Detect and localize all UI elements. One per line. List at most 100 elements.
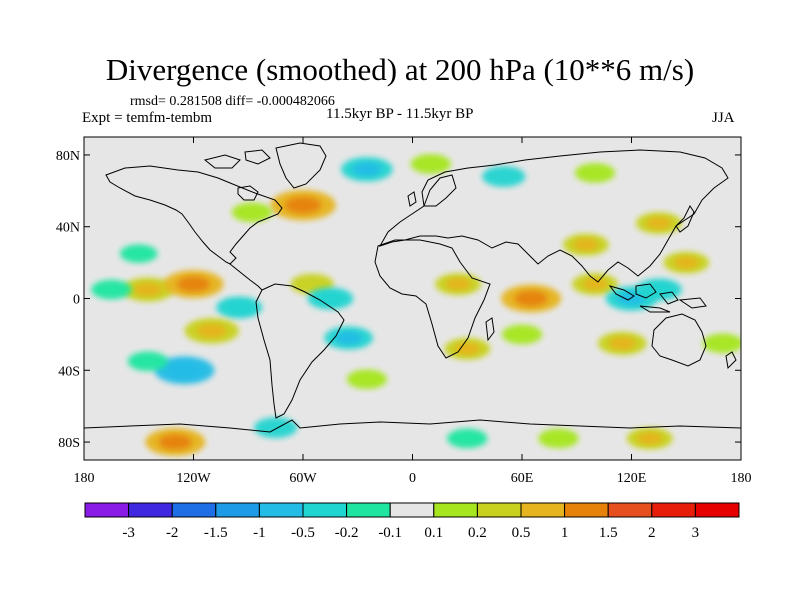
anomaly-outer: [538, 428, 579, 449]
colorbar-label: 1.5: [599, 525, 618, 541]
latitude-axis: 80N 40N 0 40S 80S: [56, 149, 741, 451]
colorbar-swatch: [346, 502, 391, 518]
longitude-axis: 180 120W 60W 0 60E 120E 180: [74, 137, 752, 486]
coast-greenland: [275, 142, 327, 189]
anomaly-outer: [410, 154, 451, 174]
anomaly-core: [352, 162, 382, 177]
anomaly-outer: [91, 279, 132, 300]
coast-arctic-islands: [203, 149, 271, 169]
y-tick-label: 80N: [56, 149, 80, 164]
colorbar-label: 2: [648, 525, 656, 541]
coast-madagascar: [485, 317, 495, 342]
colorbar-label: 0.2: [468, 525, 487, 541]
colorbar-swatch: [651, 502, 696, 518]
anomaly-core: [637, 432, 663, 445]
coast-eurasia: [378, 149, 729, 283]
anomaly-outer: [447, 428, 488, 449]
coast-new-zealand: [725, 351, 737, 370]
anomaly-core: [158, 434, 192, 450]
coast-indonesia: [608, 283, 707, 313]
coast-japan: [675, 205, 695, 233]
coast-scandinavia: [423, 174, 457, 207]
anomaly-core: [335, 331, 363, 345]
period-label: 11.5kyr BP - 11.5kyr BP: [326, 106, 474, 122]
x-tick-label: 0: [409, 471, 416, 486]
x-tick-label: 120W: [176, 471, 211, 486]
anomaly-outer: [501, 324, 543, 345]
x-tick-label: 60E: [511, 471, 534, 486]
coast-antarctica: [84, 419, 741, 433]
colorbar-label: -1.5: [204, 525, 228, 541]
season-label: JJA: [712, 110, 735, 126]
anomaly-core: [284, 196, 322, 214]
colorbar-swatch: [694, 502, 740, 518]
colorbar-label: 0.5: [512, 525, 531, 541]
coastlines: [84, 142, 741, 433]
colorbar-label: -2: [166, 525, 179, 541]
anomaly-core: [454, 342, 480, 355]
x-tick-label: 120E: [617, 471, 647, 486]
anomaly-outer: [574, 163, 616, 183]
anomaly-core: [582, 278, 608, 291]
divergence-field: [91, 154, 741, 457]
anomaly-core: [573, 238, 599, 251]
coast-hudson-bay: [237, 185, 259, 201]
anomaly-outer: [702, 333, 741, 354]
anomaly-outer: [119, 244, 158, 263]
colorbar-label: 3: [692, 525, 700, 541]
colorbar-label: -1: [253, 525, 266, 541]
colorbar-label: 0.1: [424, 525, 443, 541]
colorbar-swatch: [84, 502, 130, 518]
colorbar-swatch: [171, 502, 217, 518]
colorbar-swatch: [564, 502, 609, 518]
colorbar-swatch: [302, 502, 348, 518]
x-tick-label: 60W: [289, 471, 317, 486]
colorbar-swatch: [607, 502, 653, 518]
stats-label: rmsd= 0.281508 diff= -0.000482066: [130, 94, 335, 109]
anomaly-outer: [231, 202, 273, 223]
experiment-label: Expt = temfm-tembm: [82, 110, 213, 126]
anomaly-core: [646, 217, 672, 230]
x-tick-label: 180: [731, 471, 752, 486]
colorbar: -3 -2 -1.5 -1 -0.5 -0.2 -0.1 0.1 0.2 0.5 1 1.5 2 3: [84, 502, 740, 541]
anomaly-core: [133, 282, 163, 297]
anomaly-core: [167, 362, 201, 378]
anomaly-core: [646, 283, 672, 296]
colorbar-swatch: [476, 502, 522, 518]
colorbar-label: -0.2: [335, 525, 359, 541]
anomaly-core: [514, 290, 548, 307]
anomaly-core: [445, 278, 471, 291]
colorbar-swatch: [520, 502, 566, 518]
colorbar-swatch: [215, 502, 260, 518]
anomaly-outer: [127, 351, 169, 372]
colorbar-label: 1: [561, 525, 569, 541]
colorbar-swatch: [128, 502, 173, 518]
colorbar-swatch: [389, 502, 435, 518]
colorbar-swatch: [433, 502, 478, 518]
colorbar-label: -3: [122, 525, 135, 541]
plot-title: Divergence (smoothed) at 200 hPa (10**6 …: [105, 52, 695, 87]
y-tick-label: 80S: [58, 436, 80, 451]
anomaly-core: [317, 292, 344, 305]
y-tick-label: 0: [73, 293, 80, 308]
coast-australia: [651, 313, 707, 367]
coast-africa: [374, 239, 491, 359]
colorbar-label: -0.1: [378, 525, 402, 541]
colorbar-label: -0.5: [291, 525, 315, 541]
coast-central-america: [229, 263, 263, 291]
coast-british-isles: [407, 191, 417, 207]
coast-north-america: [105, 165, 283, 265]
y-tick-label: 40N: [56, 221, 80, 236]
colorbar-swatch: [258, 502, 304, 518]
x-tick-label: 180: [74, 471, 95, 486]
anomaly-core: [226, 301, 252, 314]
anomaly-core: [196, 323, 227, 338]
anomaly-outer: [482, 166, 526, 187]
anomaly-core: [177, 276, 210, 292]
y-tick-label: 40S: [58, 364, 80, 379]
anomaly-core: [608, 336, 636, 350]
anomaly-core: [673, 256, 699, 269]
coast-south-america: [255, 283, 345, 419]
anomaly-outer: [346, 369, 388, 390]
